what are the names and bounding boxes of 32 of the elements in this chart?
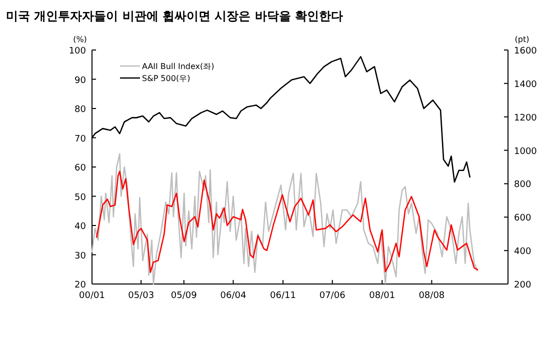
x-tick-label: 05/09	[170, 291, 198, 301]
y-tick-label: 30	[74, 251, 86, 262]
line-series	[91, 153, 478, 285]
chart-title: 미국 개인투자자들이 비관에 휩싸이면 시장은 바닥을 확인한다	[6, 9, 344, 23]
x-tick-label: 00/01	[79, 291, 105, 301]
y2-tick-label: 1400	[514, 80, 538, 90]
y2-axis-title: (pt)	[514, 35, 530, 44]
x-tick-label: 06/11	[270, 291, 296, 301]
y-tick-label: 100	[68, 46, 86, 56]
legend-label: S&P 500(우)	[142, 74, 190, 83]
y2-tick-label: 800	[514, 180, 532, 190]
x-tick-label: 08/01	[369, 291, 396, 301]
y-tick-label: 20	[74, 280, 86, 290]
y-tick-label: 70	[74, 134, 86, 144]
y2-tick-label: 1200	[514, 113, 538, 124]
y-tick-label: 40	[74, 222, 86, 232]
y2-tick-label: 600	[514, 214, 532, 224]
y2-tick-label: 400	[514, 247, 532, 258]
y2-tick-label: 200	[514, 280, 532, 290]
x-tick-label: 05/03	[128, 291, 154, 301]
y2-tick-label: 1600	[514, 46, 538, 56]
y-axis-title: (%)	[73, 35, 87, 44]
x-tick-label: 06/04	[220, 291, 246, 301]
y-tick-label: 50	[74, 192, 86, 203]
y2-tick-label: 1000	[514, 146, 538, 157]
line-series	[96, 170, 478, 273]
y-tick-label: 90	[74, 76, 86, 86]
y-tick-label: 60	[74, 164, 86, 174]
x-tick-label: 07/06	[319, 291, 346, 301]
x-tick-label: 08/08	[418, 291, 445, 301]
y-tick-label: 80	[74, 105, 86, 115]
legend-label: AAII Bull Index(좌)	[142, 62, 214, 71]
